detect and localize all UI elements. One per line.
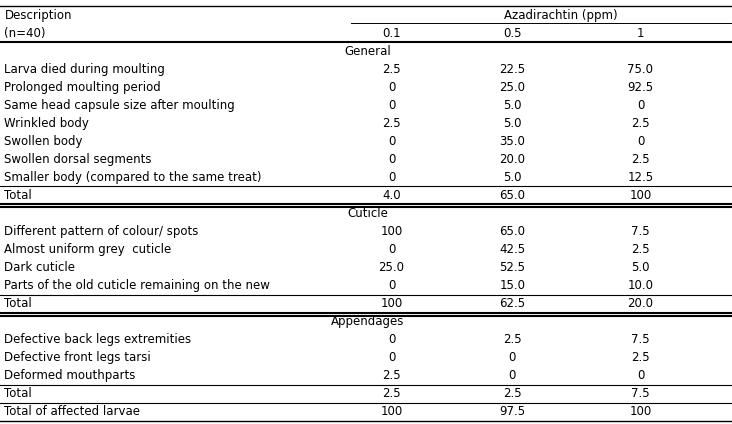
Text: 5.0: 5.0 [631,261,650,274]
Text: 0: 0 [388,279,395,292]
Text: 20.0: 20.0 [499,153,526,166]
Text: 35.0: 35.0 [499,135,526,148]
Text: 20.0: 20.0 [627,297,654,310]
Text: 97.5: 97.5 [499,405,526,418]
Text: Swollen dorsal segments: Swollen dorsal segments [4,153,152,166]
Text: 0: 0 [388,333,395,346]
Text: 65.0: 65.0 [499,225,526,238]
Text: (n=40): (n=40) [4,27,46,40]
Text: Total: Total [4,297,32,310]
Text: 0: 0 [509,369,516,382]
Text: Larva died during moulting: Larva died during moulting [4,63,165,76]
Text: 12.5: 12.5 [627,171,654,184]
Text: 100: 100 [381,297,403,310]
Text: 2.5: 2.5 [631,243,650,256]
Text: 22.5: 22.5 [499,63,526,76]
Text: Smaller body (compared to the same treat): Smaller body (compared to the same treat… [4,171,262,184]
Text: Cuticle: Cuticle [347,207,388,220]
Text: 2.5: 2.5 [503,387,522,400]
Text: 0: 0 [637,99,644,112]
Text: Total: Total [4,387,32,400]
Text: 25.0: 25.0 [378,261,405,274]
Text: 0: 0 [388,153,395,166]
Text: Different pattern of colour/ spots: Different pattern of colour/ spots [4,225,199,238]
Text: 0: 0 [388,171,395,184]
Text: Swollen body: Swollen body [4,135,83,148]
Text: 2.5: 2.5 [503,333,522,346]
Text: Same head capsule size after moulting: Same head capsule size after moulting [4,99,235,112]
Text: Azadirachtin (ppm): Azadirachtin (ppm) [504,9,618,22]
Text: 25.0: 25.0 [499,81,526,94]
Text: 0: 0 [388,81,395,94]
Text: 2.5: 2.5 [382,369,401,382]
Text: 0.1: 0.1 [382,27,401,40]
Text: 52.5: 52.5 [499,261,526,274]
Text: 2.5: 2.5 [382,63,401,76]
Text: 1: 1 [637,27,644,40]
Text: 2.5: 2.5 [382,387,401,400]
Text: Parts of the old cuticle remaining on the new: Parts of the old cuticle remaining on th… [4,279,270,292]
Text: 2.5: 2.5 [631,351,650,364]
Text: Almost uniform grey  cuticle: Almost uniform grey cuticle [4,243,171,256]
Text: General: General [344,45,391,58]
Text: 7.5: 7.5 [631,333,650,346]
Text: Total: Total [4,189,32,202]
Text: 0: 0 [388,99,395,112]
Text: 65.0: 65.0 [499,189,526,202]
Text: 4.0: 4.0 [382,189,401,202]
Text: 92.5: 92.5 [627,81,654,94]
Text: 5.0: 5.0 [503,171,522,184]
Text: Defective front legs tarsi: Defective front legs tarsi [4,351,151,364]
Text: 5.0: 5.0 [503,99,522,112]
Text: 100: 100 [381,405,403,418]
Text: Appendages: Appendages [331,315,404,328]
Text: 0.5: 0.5 [503,27,522,40]
Text: 0: 0 [509,351,516,364]
Text: 100: 100 [630,405,651,418]
Text: 0: 0 [388,351,395,364]
Text: 2.5: 2.5 [631,117,650,130]
Text: Dark cuticle: Dark cuticle [4,261,75,274]
Text: 0: 0 [388,135,395,148]
Text: 100: 100 [381,225,403,238]
Text: 0: 0 [637,135,644,148]
Text: 42.5: 42.5 [499,243,526,256]
Text: 7.5: 7.5 [631,387,650,400]
Text: 15.0: 15.0 [499,279,526,292]
Text: Total of affected larvae: Total of affected larvae [4,405,141,418]
Text: 2.5: 2.5 [382,117,401,130]
Text: 7.5: 7.5 [631,225,650,238]
Text: 5.0: 5.0 [503,117,522,130]
Text: 0: 0 [388,243,395,256]
Text: 62.5: 62.5 [499,297,526,310]
Text: 2.5: 2.5 [631,153,650,166]
Text: Description: Description [4,9,72,22]
Text: Defective back legs extremities: Defective back legs extremities [4,333,192,346]
Text: 75.0: 75.0 [627,63,654,76]
Text: 10.0: 10.0 [627,279,654,292]
Text: Prolonged moulting period: Prolonged moulting period [4,81,161,94]
Text: 0: 0 [637,369,644,382]
Text: Wrinkled body: Wrinkled body [4,117,89,130]
Text: 100: 100 [630,189,651,202]
Text: Deformed mouthparts: Deformed mouthparts [4,369,135,382]
